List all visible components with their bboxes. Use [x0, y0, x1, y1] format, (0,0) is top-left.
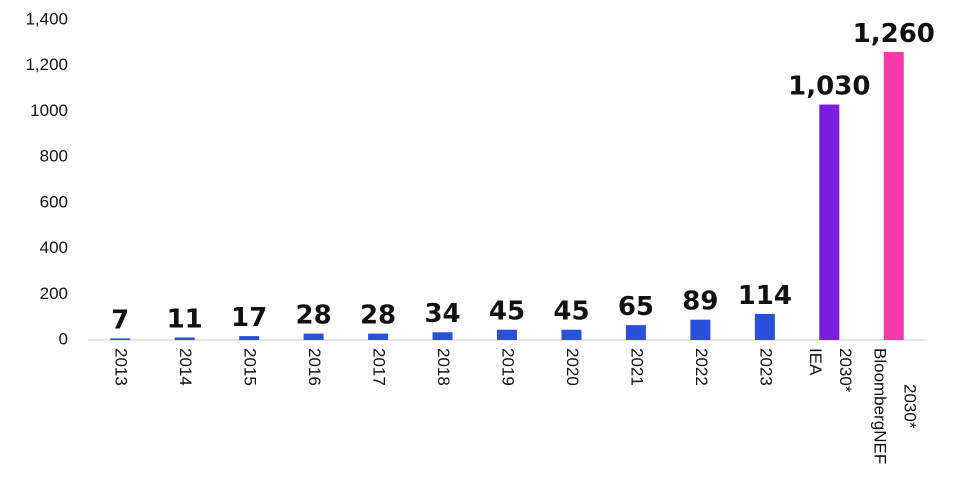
- value-label: 1,260: [853, 19, 935, 49]
- x-tick-label: 2017: [370, 348, 389, 386]
- x-tick-label: 2015: [241, 348, 260, 386]
- x-tick-label: 2018: [434, 348, 453, 386]
- bar: [110, 338, 131, 340]
- x-tick-label: 2013: [112, 348, 131, 386]
- bar: [497, 329, 517, 340]
- y-tick-label: 0: [59, 329, 68, 348]
- value-label: 11: [167, 304, 203, 334]
- bar: [174, 337, 195, 340]
- x-tick-label: 2021: [627, 348, 646, 386]
- bar: [819, 104, 840, 340]
- y-tick-label: 600: [40, 192, 68, 211]
- bar: [625, 325, 646, 340]
- bar: [883, 52, 904, 340]
- value-label: 89: [682, 287, 718, 317]
- y-tick-label: 400: [40, 238, 68, 257]
- value-label: 17: [231, 303, 267, 333]
- bar: [690, 319, 711, 340]
- bar: [754, 313, 775, 340]
- value-label: 28: [296, 301, 332, 331]
- value-label: 28: [360, 301, 396, 331]
- x-tick-label: 2030*: [900, 384, 919, 429]
- value-label: 7: [111, 305, 129, 335]
- y-tick-label: 200: [40, 284, 68, 303]
- x-tick-label: 2014: [176, 348, 195, 386]
- value-label: 45: [489, 297, 525, 327]
- value-label: 1,030: [788, 72, 870, 102]
- y-tick-label: 1,200: [25, 55, 68, 74]
- value-label: 34: [424, 299, 460, 329]
- y-tick-label: 800: [40, 147, 68, 166]
- value-label: 45: [553, 297, 589, 327]
- bar: [303, 333, 324, 340]
- y-tick-label: 1,400: [25, 9, 68, 28]
- bar: [368, 333, 389, 340]
- x-tick-label: 2019: [499, 348, 518, 386]
- value-label: 65: [618, 292, 654, 322]
- x-tick-label: 2022: [692, 348, 711, 386]
- x-tick-label: BloombergNEF: [870, 348, 889, 464]
- bar: [432, 332, 453, 340]
- x-tick-label: 2020: [563, 348, 582, 386]
- bar: [561, 329, 582, 340]
- bar: [239, 336, 260, 340]
- y-tick-label: 1000: [30, 101, 68, 120]
- x-tick-label: IEA: [806, 348, 825, 376]
- value-label: 114: [738, 281, 792, 311]
- x-tick-label: 2016: [305, 348, 324, 386]
- x-tick-label: 2030*: [836, 348, 855, 393]
- x-tick-label: 2023: [756, 348, 775, 386]
